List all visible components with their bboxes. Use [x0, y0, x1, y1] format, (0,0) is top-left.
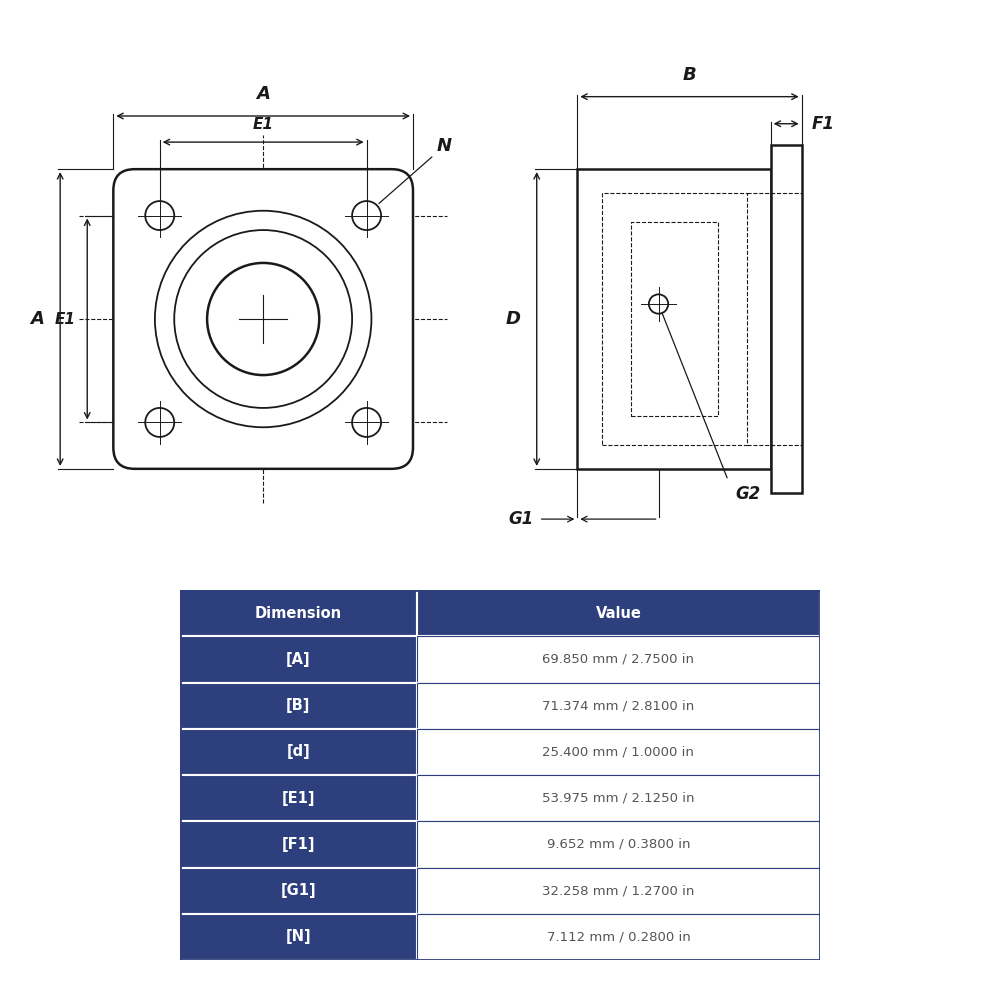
Text: [A]: [A]	[286, 652, 311, 667]
Bar	[417, 914, 820, 960]
FancyBboxPatch shape	[113, 169, 413, 469]
Text: [d]: [d]	[287, 744, 310, 759]
Text: 69.850 mm / 2.7500 in: 69.850 mm / 2.7500 in	[542, 653, 694, 666]
Bar	[180, 914, 417, 960]
Bar	[180, 590, 417, 636]
Bar	[180, 867, 417, 914]
Text: B: B	[683, 66, 696, 84]
Text: [F1]: [F1]	[282, 837, 315, 852]
Bar	[180, 636, 417, 682]
Bar	[417, 590, 820, 636]
Bar	[180, 821, 417, 867]
Text: E1: E1	[253, 117, 274, 132]
Bar	[417, 729, 820, 775]
Circle shape	[649, 294, 668, 314]
Text: F1: F1	[811, 115, 834, 133]
Circle shape	[174, 230, 352, 408]
Bar	[577, 169, 771, 469]
Text: 25.400 mm / 1.0000 in: 25.400 mm / 1.0000 in	[542, 745, 694, 758]
Bar	[180, 775, 417, 821]
Bar	[417, 636, 820, 682]
Bar	[417, 775, 820, 821]
Bar	[417, 867, 820, 914]
Circle shape	[145, 201, 174, 230]
Text: 53.975 mm / 2.1250 in: 53.975 mm / 2.1250 in	[542, 792, 695, 805]
Circle shape	[145, 408, 174, 437]
Text: A: A	[30, 310, 44, 328]
Bar	[417, 821, 820, 867]
Circle shape	[352, 201, 381, 230]
Bar	[180, 729, 417, 775]
Text: Value: Value	[595, 606, 641, 621]
Text: D: D	[505, 310, 520, 328]
Text: [E1]: [E1]	[282, 791, 315, 806]
Text: [N]: [N]	[286, 929, 311, 944]
Text: [G1]: [G1]	[281, 883, 316, 898]
Text: 32.258 mm / 1.2700 in: 32.258 mm / 1.2700 in	[542, 884, 695, 897]
Circle shape	[352, 408, 381, 437]
Bar	[180, 682, 417, 729]
Text: 9.652 mm / 0.3800 in: 9.652 mm / 0.3800 in	[547, 838, 690, 851]
Bar	[417, 682, 820, 729]
Text: G1: G1	[509, 510, 534, 528]
Text: 7.112 mm / 0.2800 in: 7.112 mm / 0.2800 in	[547, 930, 690, 943]
Bar	[771, 145, 802, 493]
Text: G2: G2	[736, 485, 761, 503]
Text: Dimension: Dimension	[255, 606, 342, 621]
Text: 71.374 mm / 2.8100 in: 71.374 mm / 2.8100 in	[542, 699, 695, 712]
Text: A: A	[256, 85, 270, 103]
Circle shape	[155, 211, 371, 427]
Circle shape	[207, 263, 319, 375]
Text: [B]: [B]	[286, 698, 311, 713]
Text: E1: E1	[55, 312, 76, 326]
Text: N: N	[379, 137, 452, 203]
